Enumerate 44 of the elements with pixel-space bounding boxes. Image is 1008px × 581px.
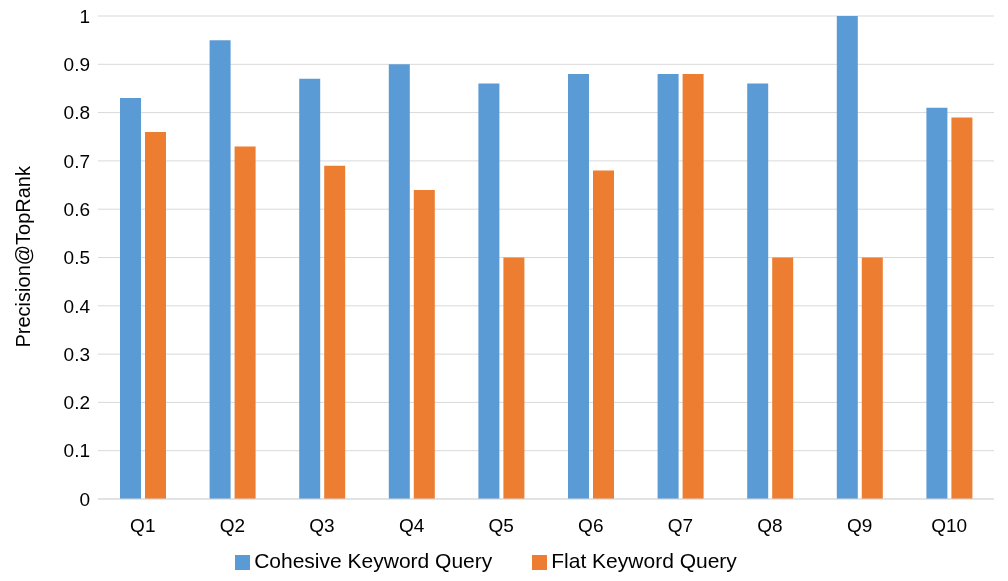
bar	[836, 16, 858, 499]
y-tick-label: 0	[79, 488, 90, 510]
y-tick-label: 0.1	[63, 440, 90, 462]
bar	[324, 165, 346, 499]
bar	[926, 107, 948, 499]
x-tick-label: Q1	[130, 515, 156, 537]
x-tick-label: Q2	[219, 515, 246, 537]
x-tick-label: Q10	[931, 515, 968, 537]
y-tick-label: 0.2	[63, 392, 90, 414]
bar	[145, 131, 166, 499]
bar	[503, 257, 525, 499]
y-tick-label: 0.5	[63, 247, 90, 269]
y-tick-label: 0.7	[63, 150, 90, 172]
bar	[388, 64, 410, 499]
bar	[593, 170, 614, 499]
bar	[568, 73, 589, 499]
y-tick-label: 0.4	[63, 295, 91, 317]
bar	[234, 146, 256, 499]
bar	[747, 83, 769, 499]
x-tick-label: Q3	[309, 515, 335, 537]
legend-label: Cohesive Keyword Query	[254, 549, 493, 572]
y-tick-label: 0.9	[63, 54, 90, 76]
y-axis-title: Precision@TopRank	[12, 165, 35, 348]
x-tick-label: Q5	[488, 515, 514, 537]
bar	[413, 189, 435, 499]
x-tick-label: Q8	[757, 515, 783, 537]
y-tick-label: 0.8	[63, 102, 90, 124]
y-tick-label: 0.3	[63, 343, 90, 365]
bar	[120, 98, 141, 499]
bar	[682, 73, 704, 499]
bar	[657, 73, 679, 499]
x-tick-label: Q7	[667, 515, 694, 537]
bar	[209, 40, 231, 499]
x-tick-label: Q9	[846, 515, 873, 537]
bar	[861, 257, 883, 499]
bar	[478, 83, 500, 499]
bar	[299, 78, 321, 499]
x-tick-label: Q4	[398, 515, 425, 537]
bar	[951, 117, 973, 499]
legend-label: Flat Keyword Query	[551, 549, 737, 572]
y-tick-label: 1	[79, 5, 90, 27]
y-tick-label: 0.6	[63, 198, 90, 220]
x-tick-label: Q6	[578, 515, 604, 537]
bar	[772, 257, 794, 499]
